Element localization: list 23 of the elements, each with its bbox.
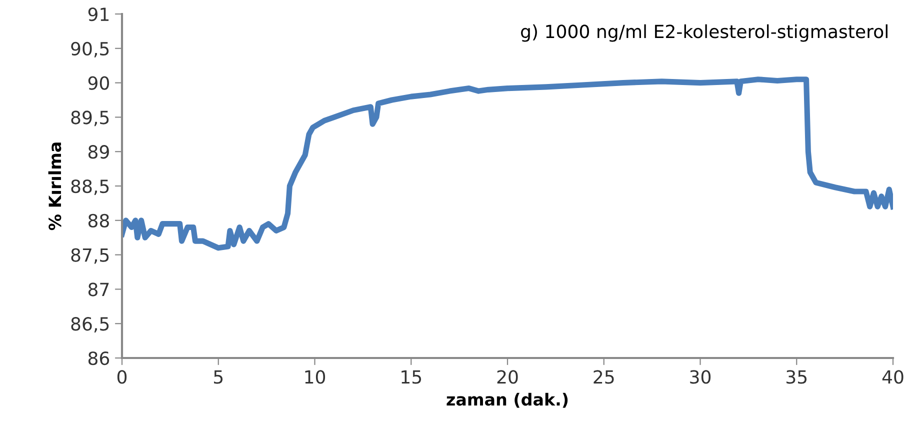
y-tick-label: 88 <box>88 214 109 228</box>
x-tick-label: 40 <box>882 370 904 384</box>
x-tick-label: 5 <box>214 370 223 384</box>
x-tick-label: 10 <box>305 370 326 384</box>
x-tick-label: 15 <box>402 370 422 384</box>
y-tick-label: 88,5 <box>71 179 109 195</box>
y-tick-label: 87,5 <box>71 248 109 264</box>
y-tick-label: 89,5 <box>71 110 109 126</box>
x-tick-label: 0 <box>117 370 127 384</box>
x-tick-label: 25 <box>594 370 614 384</box>
y-tick-label: 86,5 <box>71 317 109 333</box>
y-tick-label: 90 <box>88 76 109 90</box>
x-tick-label: 35 <box>786 370 807 384</box>
x-axis-title: zaman (dak.) <box>446 392 568 408</box>
y-tick-label: 91 <box>88 7 109 22</box>
y-axis-title: % Kırılma <box>48 142 62 230</box>
y-tick-label: 89 <box>88 145 109 159</box>
y-tick-label: 90,5 <box>71 42 109 58</box>
text: g) 1000 ng/ml E2-kolesterol-stigmasterol <box>521 24 888 42</box>
x-tick-label: 20 <box>497 370 518 384</box>
y-tick-label: 87 <box>88 282 109 296</box>
y-tick-label: 86 <box>88 351 110 366</box>
x-tick-label: 30 <box>690 370 711 384</box>
